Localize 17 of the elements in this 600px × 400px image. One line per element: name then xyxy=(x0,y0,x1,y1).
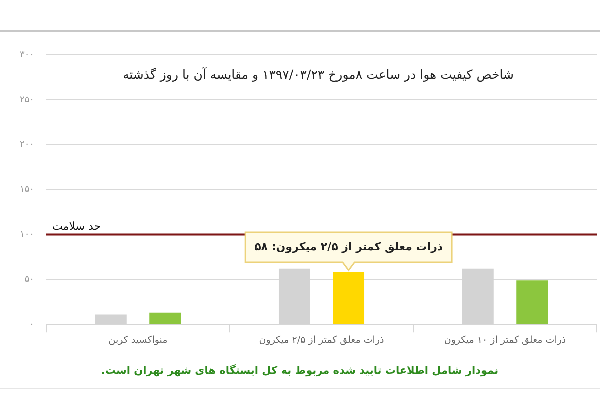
y-tick-label: ۲۰۰ xyxy=(20,140,34,150)
y-tick-label: ۵۰ xyxy=(24,275,34,286)
x-tick-label: ذرات معلق کمتر از ۱۰ میکرون xyxy=(444,334,566,346)
bar xyxy=(150,312,182,324)
y-tick-label: ۳۰۰ xyxy=(20,50,34,60)
x-tick-label: منواکسید کربن xyxy=(108,334,168,346)
text: شاخص کیفیت هوا در ساعت ۸مورخ ۱۳۹۷/۰۳/۲۳ و مقایسه آن با روز گذشته xyxy=(122,67,516,83)
y-tick-label: ۱۵۰ xyxy=(20,185,34,196)
y-tick-label: ۱۰۰ xyxy=(20,230,34,240)
text: نمودار شامل اطلاعات تایید شده مربوط به کل ایستگاه های شهر تهران است. xyxy=(100,364,500,378)
bar xyxy=(333,272,365,324)
bar xyxy=(516,280,548,324)
y-tick-label: ۰ xyxy=(30,320,34,330)
y-tick-label: ۲۵۰ xyxy=(20,95,34,106)
ref-line-label: حد سلامت xyxy=(52,220,102,234)
x-tick-label: ذرات معلق کمتر از ۲/۵ میکرون xyxy=(259,334,384,346)
data-label: ذرات معلق کمتر از ۲/۵ میکرون: ۵۸ xyxy=(254,240,444,254)
